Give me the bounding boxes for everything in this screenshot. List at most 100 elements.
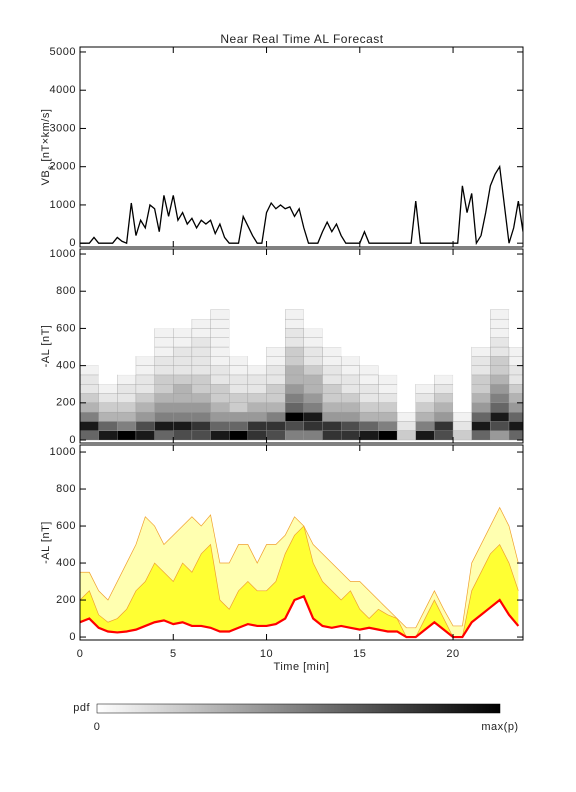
heat-cell — [191, 328, 211, 338]
heat-cell — [80, 347, 99, 357]
y-tick-label: 200 — [56, 594, 76, 606]
heat-cell — [154, 402, 174, 413]
heat-cell — [117, 347, 136, 357]
heat-cell — [285, 384, 304, 394]
heat-cell — [509, 319, 523, 329]
heat-cell — [322, 328, 342, 338]
heat-cell — [396, 430, 416, 441]
heat-cell — [434, 421, 454, 431]
heat-cell — [340, 421, 360, 431]
heat-cell — [285, 356, 304, 366]
heat-cell — [117, 337, 136, 348]
heat-cell — [340, 384, 360, 394]
heat-cell — [471, 319, 491, 329]
heat-cell — [359, 347, 379, 357]
heat-cell — [471, 430, 491, 441]
heat-cell — [359, 411, 379, 422]
heat-cell — [453, 374, 472, 385]
heat-cell — [117, 402, 137, 413]
heat-cell — [154, 411, 174, 422]
heat-cell — [415, 421, 435, 431]
heat-cell — [135, 421, 155, 431]
heat-cell — [396, 421, 416, 431]
heat-cell — [378, 319, 398, 329]
heat-cell — [490, 337, 510, 348]
heat-cell — [191, 411, 211, 422]
heat-cell — [453, 365, 472, 375]
heat-cell — [303, 421, 323, 431]
heat-cell — [80, 337, 99, 348]
heat-cell — [340, 393, 360, 403]
heat-cell — [266, 319, 286, 329]
heat-cell — [117, 411, 137, 422]
y-tick-label: 0 — [69, 237, 76, 249]
y-axis-label-part: s — [46, 165, 55, 170]
outer-band — [80, 507, 519, 638]
heat-cell — [210, 309, 230, 320]
heat-cell — [490, 346, 510, 357]
heat-cell — [135, 309, 155, 320]
heat-cell — [397, 365, 416, 375]
heat-cell — [135, 402, 155, 413]
heat-cell — [508, 365, 523, 376]
heat-cell — [359, 328, 379, 338]
heat-cell — [229, 347, 248, 357]
heat-cell — [98, 309, 118, 320]
heat-cell — [173, 374, 193, 385]
heat-cell — [247, 430, 267, 441]
heat-cell — [229, 319, 248, 329]
heat-cell — [490, 365, 510, 376]
x-axis-label: Time [min] — [274, 661, 330, 673]
heat-cell — [135, 328, 155, 338]
heat-cell — [210, 365, 230, 376]
heat-cell — [490, 328, 510, 338]
heat-cell — [341, 328, 360, 338]
heat-cell — [154, 337, 174, 348]
heat-cell — [154, 421, 174, 431]
heat-cell — [415, 337, 435, 348]
heat-cell — [378, 411, 398, 422]
heat-cell — [135, 356, 155, 366]
heat-cell — [415, 365, 435, 375]
heat-cell — [322, 411, 342, 422]
heat-cell — [434, 347, 454, 357]
heat-cell — [453, 384, 472, 394]
heat-cell — [285, 365, 304, 376]
heat-cell — [98, 365, 118, 375]
heat-cell — [285, 430, 304, 441]
heat-cell — [80, 356, 99, 366]
y-tick-label: 0 — [69, 631, 76, 643]
heat-cell — [247, 393, 267, 403]
heat-cell — [98, 430, 118, 441]
heat-cell — [117, 430, 137, 441]
heat-cell — [135, 393, 155, 403]
heat-cell — [191, 384, 211, 394]
heat-cell — [322, 319, 342, 329]
heat-cell — [415, 328, 435, 338]
heat-cell — [154, 328, 174, 338]
heat-cell — [98, 337, 118, 348]
heat-cell — [191, 402, 211, 413]
plot-area — [80, 164, 523, 246]
heat-cell — [247, 402, 267, 413]
heat-cell — [303, 402, 323, 413]
x-tick-label: 15 — [353, 648, 366, 660]
heat-cell — [247, 309, 267, 320]
heat-cell — [397, 309, 416, 320]
heat-cell — [303, 319, 323, 329]
heat-cell — [173, 402, 193, 413]
heat-cell — [509, 309, 523, 320]
heat-cell — [229, 430, 249, 441]
heat-cell — [490, 309, 510, 320]
heat-cell — [378, 402, 398, 413]
heat-cell — [452, 430, 472, 441]
y-tick-label: 600 — [56, 520, 76, 532]
heat-cell — [266, 421, 286, 431]
heat-cell — [173, 393, 193, 403]
heat-cell — [285, 346, 304, 357]
heat-cell — [229, 356, 249, 366]
heat-cell — [98, 347, 118, 357]
heat-cell — [117, 356, 136, 366]
heat-cell — [210, 346, 230, 357]
heat-cell — [509, 337, 523, 348]
